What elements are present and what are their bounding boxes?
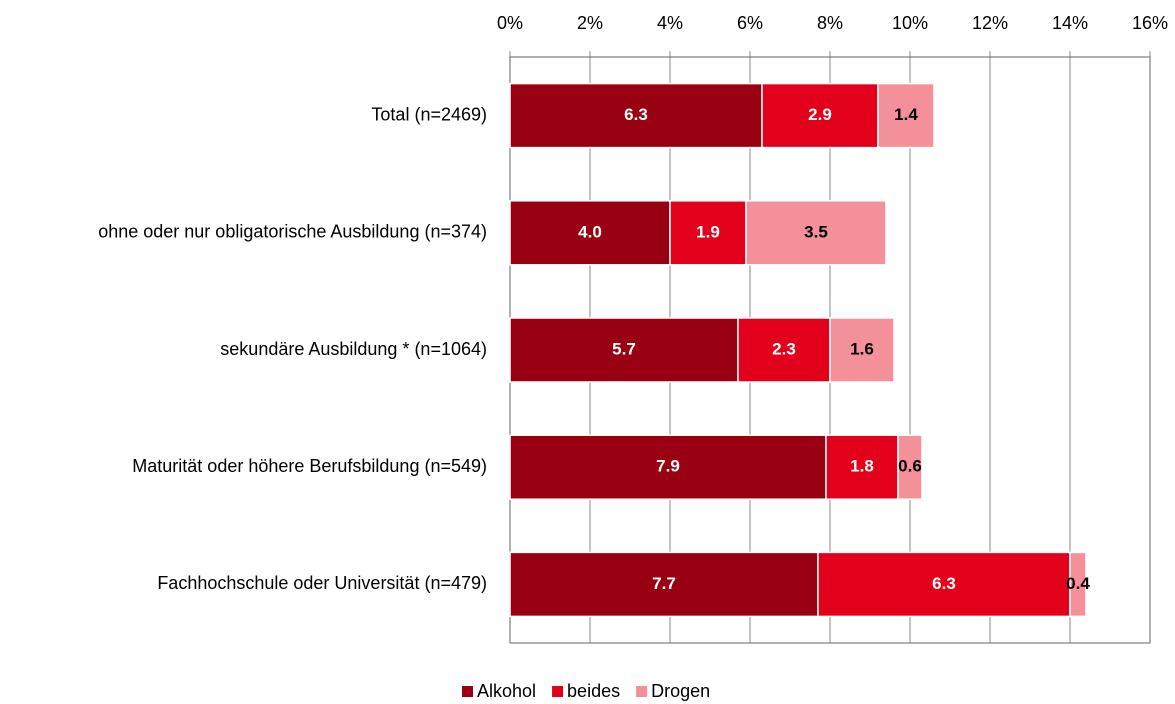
legend-label: Drogen <box>651 681 710 701</box>
value-label: 3.5 <box>804 222 828 241</box>
x-tick-label: 12% <box>972 13 1008 33</box>
value-label: 1.6 <box>850 339 874 358</box>
bar-segment <box>1069 551 1087 618</box>
value-label: 1.8 <box>850 457 874 476</box>
value-label: 1.9 <box>696 222 720 241</box>
legend-label: beides <box>567 681 620 701</box>
value-label: 7.9 <box>656 457 680 476</box>
bar-segment <box>745 200 887 266</box>
x-tick-label: 10% <box>892 13 928 33</box>
x-tick-label: 8% <box>817 13 843 33</box>
x-tick-label: 14% <box>1052 13 1088 33</box>
value-label: 0.4 <box>1066 574 1090 593</box>
value-label: 2.9 <box>808 105 832 124</box>
x-tick-label: 4% <box>657 13 683 33</box>
value-label: 7.7 <box>652 574 676 593</box>
value-label: 5.7 <box>612 339 636 358</box>
value-label: 4.0 <box>578 222 602 241</box>
legend-swatch <box>636 686 648 697</box>
y-tick-label: Fachhochschule oder Universität (n=479) <box>157 573 487 593</box>
bar-segment <box>825 434 899 500</box>
value-label: 6.3 <box>624 105 648 124</box>
value-label: 6.3 <box>932 574 956 593</box>
x-tick-label: 2% <box>577 13 603 33</box>
bar-segment <box>509 434 827 500</box>
y-tick-label: Total (n=2469) <box>371 104 487 124</box>
x-tick-label: 6% <box>737 13 763 33</box>
y-tick-label: sekundäre Ausbildung * (n=1064) <box>220 339 487 359</box>
bar-segment <box>509 317 739 383</box>
value-label: 0.6 <box>898 457 922 476</box>
y-tick-label: Maturität oder höhere Berufsbildung (n=5… <box>132 456 487 476</box>
bar-segment <box>761 82 879 149</box>
value-label: 1.4 <box>894 105 918 124</box>
bar-segment <box>509 200 671 266</box>
bar-segment <box>737 317 831 383</box>
bar-segment <box>877 82 935 149</box>
legend-swatch <box>462 686 473 697</box>
bar-segment <box>509 551 819 618</box>
bar-segment <box>817 551 1071 618</box>
bar-segment <box>897 434 923 500</box>
value-label: 2.3 <box>772 339 796 358</box>
legend-label: Alkohol <box>477 681 536 701</box>
x-tick-label: 16% <box>1132 13 1168 33</box>
legend-swatch <box>552 686 564 697</box>
bar-segment <box>669 200 747 266</box>
bar-segment <box>829 317 895 383</box>
y-tick-label: ohne oder nur obligatorische Ausbildung … <box>98 222 487 242</box>
x-tick-label: 0% <box>497 13 523 33</box>
